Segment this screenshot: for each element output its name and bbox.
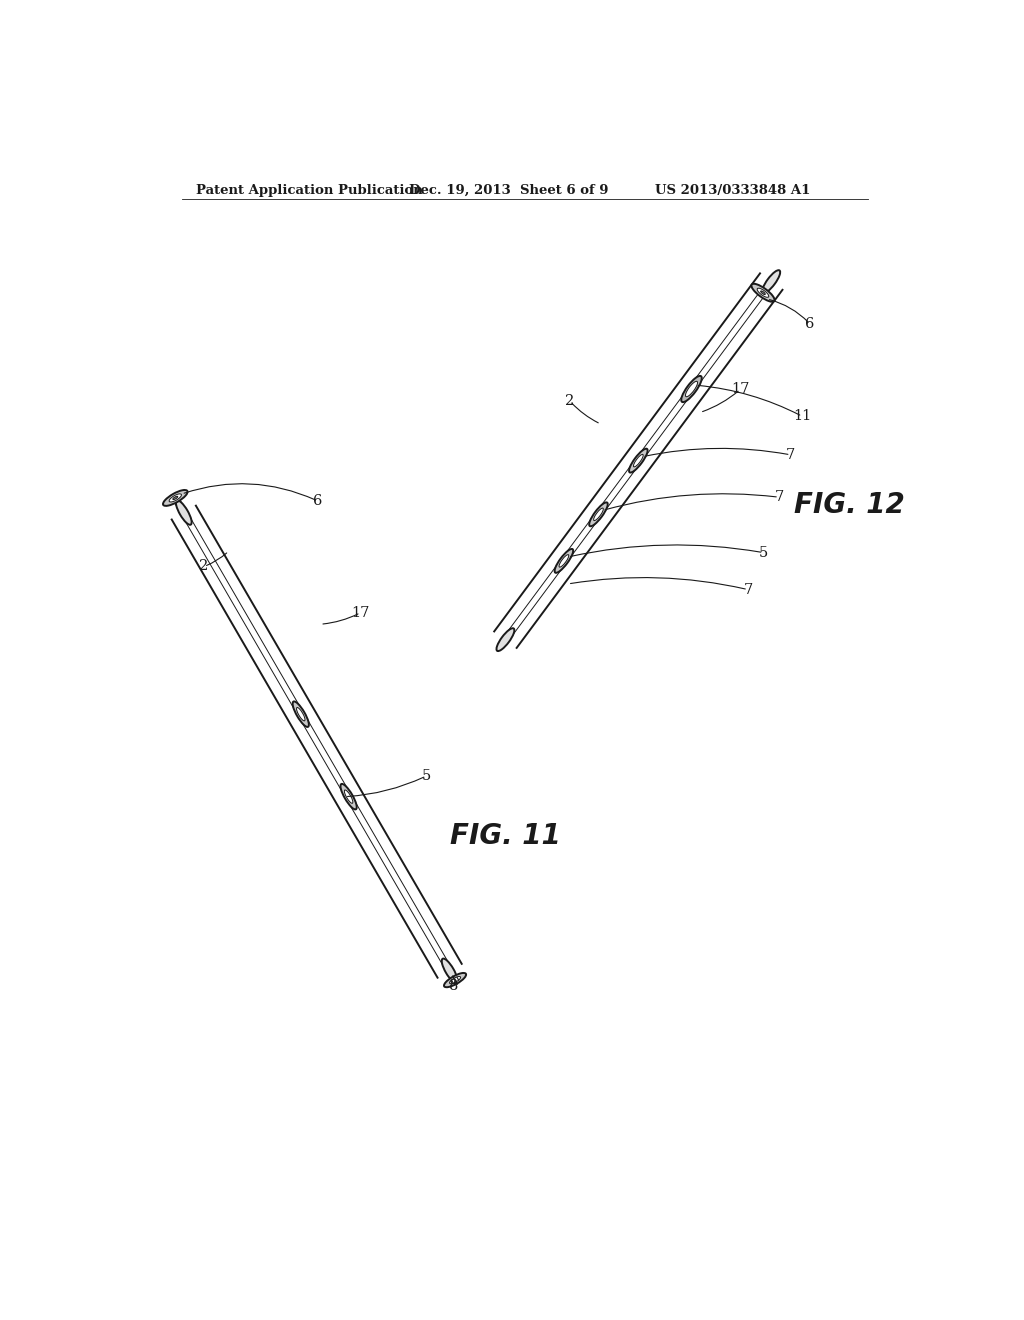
Ellipse shape (555, 549, 573, 573)
Text: FIG. 12: FIG. 12 (795, 491, 905, 519)
Text: 7: 7 (743, 582, 753, 597)
Ellipse shape (344, 789, 353, 804)
Ellipse shape (757, 288, 769, 297)
Ellipse shape (169, 494, 181, 502)
Ellipse shape (341, 784, 356, 809)
Ellipse shape (752, 284, 774, 302)
Text: Patent Application Publication: Patent Application Publication (197, 183, 423, 197)
Ellipse shape (444, 973, 466, 987)
Text: 6: 6 (805, 317, 815, 331)
Ellipse shape (594, 508, 603, 520)
Ellipse shape (163, 490, 187, 506)
Ellipse shape (589, 503, 608, 527)
Text: 17: 17 (351, 606, 370, 619)
Ellipse shape (293, 701, 309, 727)
Text: 6: 6 (313, 494, 323, 508)
Text: 5: 5 (759, 545, 768, 560)
Text: 2: 2 (565, 393, 574, 408)
Ellipse shape (173, 496, 178, 499)
Ellipse shape (297, 708, 305, 721)
Ellipse shape (634, 454, 643, 467)
Text: 7: 7 (786, 447, 796, 462)
Ellipse shape (497, 628, 514, 651)
Ellipse shape (629, 449, 647, 473)
Text: 7: 7 (774, 490, 783, 504)
Ellipse shape (176, 500, 191, 525)
Text: 8: 8 (449, 979, 458, 993)
Text: FIG. 11: FIG. 11 (450, 822, 560, 850)
Text: 11: 11 (794, 409, 811, 424)
Ellipse shape (762, 271, 780, 293)
Ellipse shape (761, 290, 765, 294)
Ellipse shape (441, 958, 458, 983)
Text: 5: 5 (422, 770, 431, 783)
Text: US 2013/0333848 A1: US 2013/0333848 A1 (655, 183, 810, 197)
Ellipse shape (450, 977, 461, 983)
Ellipse shape (559, 554, 568, 568)
Text: 17: 17 (731, 383, 750, 396)
Ellipse shape (681, 376, 701, 403)
Text: 2: 2 (200, 560, 209, 573)
Text: Dec. 19, 2013  Sheet 6 of 9: Dec. 19, 2013 Sheet 6 of 9 (409, 183, 608, 197)
Ellipse shape (685, 381, 697, 397)
